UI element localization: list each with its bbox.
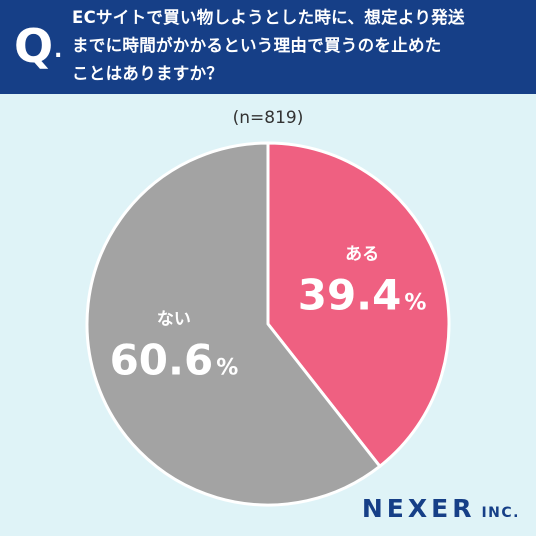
- question-line-2: までに時間がかかるという理由で買うのを止めた: [72, 36, 442, 55]
- slice-label-yes: ある: [345, 244, 379, 264]
- q-mark: Q: [14, 19, 54, 73]
- logo-inc-text: INC.: [481, 505, 520, 521]
- pie-slice-yes: [266, 141, 451, 468]
- sample-size-label: (n=819): [232, 108, 304, 128]
- q-dot: .: [54, 38, 63, 63]
- question-line-1: ECサイトで買い物しようとした時に、想定より発送: [72, 8, 465, 27]
- logo-text: NEXER: [361, 494, 476, 523]
- slice-label-no: ない: [157, 310, 191, 330]
- question-text: ECサイトで買い物しようとした時に、想定より発送 までに時間がかかるという理由で…: [72, 4, 528, 90]
- slice-value-yes: 39.4%: [298, 270, 427, 319]
- nexer-logo: NEXER INC.: [362, 494, 520, 524]
- pie-slice-no: [85, 141, 382, 507]
- slice-value-no: 60.6%: [110, 336, 239, 385]
- question-header: Q . ECサイトで買い物しようとした時に、想定より発送 までに時間がかかるとい…: [0, 0, 536, 94]
- question-line-3: ことはありますか？: [72, 64, 224, 83]
